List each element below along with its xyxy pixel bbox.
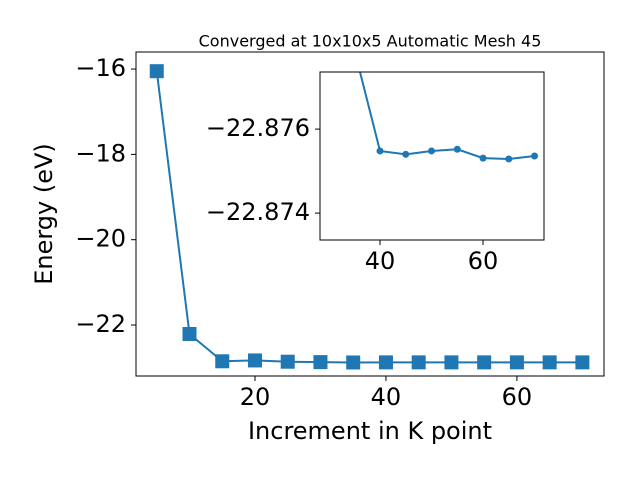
marker: [509, 355, 524, 370]
marker: [505, 155, 513, 163]
axes-frame: [135, 51, 605, 377]
marker: [542, 355, 557, 370]
marker: [444, 355, 459, 370]
y-tick-label: −22.876: [206, 114, 310, 142]
y-axis-label: Energy (eV): [30, 143, 58, 285]
x-axis-label: Increment in K point: [248, 417, 492, 445]
x-tick-label: 40: [371, 383, 402, 411]
y-tick-label: −22.874: [206, 198, 310, 226]
plot-area: [320, 72, 544, 240]
axes-frame: [319, 71, 545, 241]
marker: [531, 152, 539, 160]
marker: [378, 355, 393, 370]
plot-content: [358, 72, 539, 163]
y-tick-label: −18: [75, 139, 126, 167]
x-tick-label: 20: [240, 383, 271, 411]
marker: [280, 354, 295, 369]
marker: [479, 154, 487, 162]
data-line: [358, 72, 535, 160]
marker: [215, 354, 230, 369]
marker: [346, 355, 361, 370]
chart-title: Converged at 10x10x5 Automatic Mesh 45: [199, 32, 542, 51]
marker: [428, 147, 436, 155]
y-tick-label: −22: [75, 310, 126, 338]
marker: [453, 145, 461, 153]
x-tick-label: 40: [365, 247, 396, 275]
marker: [477, 355, 492, 370]
x-tick-label: 60: [468, 247, 499, 275]
x-tick-label: 60: [502, 383, 533, 411]
marker: [411, 355, 426, 370]
marker: [402, 150, 410, 158]
marker: [182, 326, 197, 341]
plot-content: [149, 64, 590, 370]
y-tick-label: −16: [75, 54, 126, 82]
y-tick-label: −20: [75, 225, 126, 253]
marker: [575, 355, 590, 370]
marker: [247, 353, 262, 368]
marker: [376, 147, 384, 155]
marker: [149, 64, 164, 79]
marker: [313, 355, 328, 370]
